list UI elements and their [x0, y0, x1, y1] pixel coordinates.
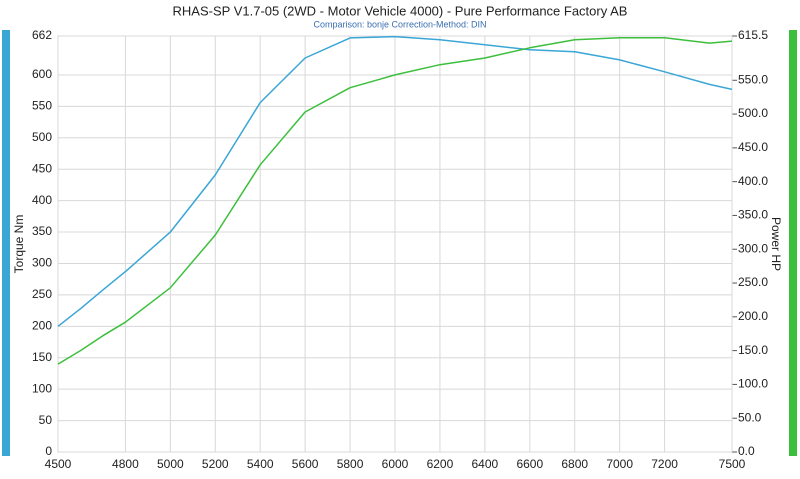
- chart-title: RHAS-SP V1.7-05 (2WD - Motor Vehicle 400…: [173, 3, 628, 18]
- x-tick-label: 5200: [202, 457, 229, 471]
- y2-tick-label: 50.0: [738, 410, 762, 424]
- y-tick-label: 600: [32, 67, 52, 81]
- y2-tick-label: 350.0: [738, 208, 768, 222]
- y-tick-label: 662: [32, 28, 52, 42]
- y2-axis-label: Power HP: [769, 217, 783, 271]
- y2-tick-label: 500.0: [738, 106, 768, 120]
- y2-tick-label: 0.0: [738, 444, 755, 458]
- x-tick-label: 4800: [112, 457, 139, 471]
- x-tick-label: 7500: [719, 457, 746, 471]
- y-tick-label: 300: [32, 256, 52, 270]
- y2-tick-label: 200.0: [738, 309, 768, 323]
- y2-tick-label: 150.0: [738, 343, 768, 357]
- x-tick-label: 6600: [516, 457, 543, 471]
- y2-tick-label: 450.0: [738, 140, 768, 154]
- x-tick-label: 7000: [606, 457, 633, 471]
- line-series: [57, 35, 733, 327]
- torque-bar: [2, 30, 10, 456]
- y-tick-label: 450: [32, 161, 52, 175]
- x-tick-label: 6800: [561, 457, 588, 471]
- chart-subtitle: Comparison: bonje Correction-Method: DIN: [313, 19, 486, 29]
- y2-tick-label: 100.0: [738, 377, 768, 391]
- x-tick-label: 5600: [292, 457, 319, 471]
- x-tick-label: 5400: [247, 457, 274, 471]
- power-bar: [789, 30, 797, 456]
- y-tick-label: 0: [45, 444, 52, 458]
- y-tick-label: 250: [32, 287, 52, 301]
- y2-tick-label: 400.0: [738, 174, 768, 188]
- y-tick-label: 500: [32, 130, 52, 144]
- y-tick-label: 100: [32, 381, 52, 395]
- x-tick-label: 6200: [427, 457, 454, 471]
- x-tick-label: 5000: [157, 457, 184, 471]
- y2-tick-label: 550.0: [738, 72, 768, 86]
- y2-tick-label: 300.0: [738, 241, 768, 255]
- y2-tick-label: 250.0: [738, 275, 768, 289]
- x-tick-label: 6400: [472, 457, 499, 471]
- y-tick-label: 200: [32, 318, 52, 332]
- y-tick-label: 150: [32, 350, 52, 364]
- y2-tick-label: 615.5: [738, 28, 768, 42]
- x-tick-label: 5800: [337, 457, 364, 471]
- y-axis-label: Torque Nm: [12, 215, 26, 274]
- y-tick-label: 350: [32, 224, 52, 238]
- y-tick-label: 550: [32, 99, 52, 113]
- line-series: [57, 36, 733, 365]
- x-tick-label: 4500: [45, 457, 72, 471]
- y-tick-label: 50: [39, 413, 53, 427]
- x-tick-label: 7200: [651, 457, 678, 471]
- x-tick-label: 6000: [382, 457, 409, 471]
- y-tick-label: 400: [32, 193, 52, 207]
